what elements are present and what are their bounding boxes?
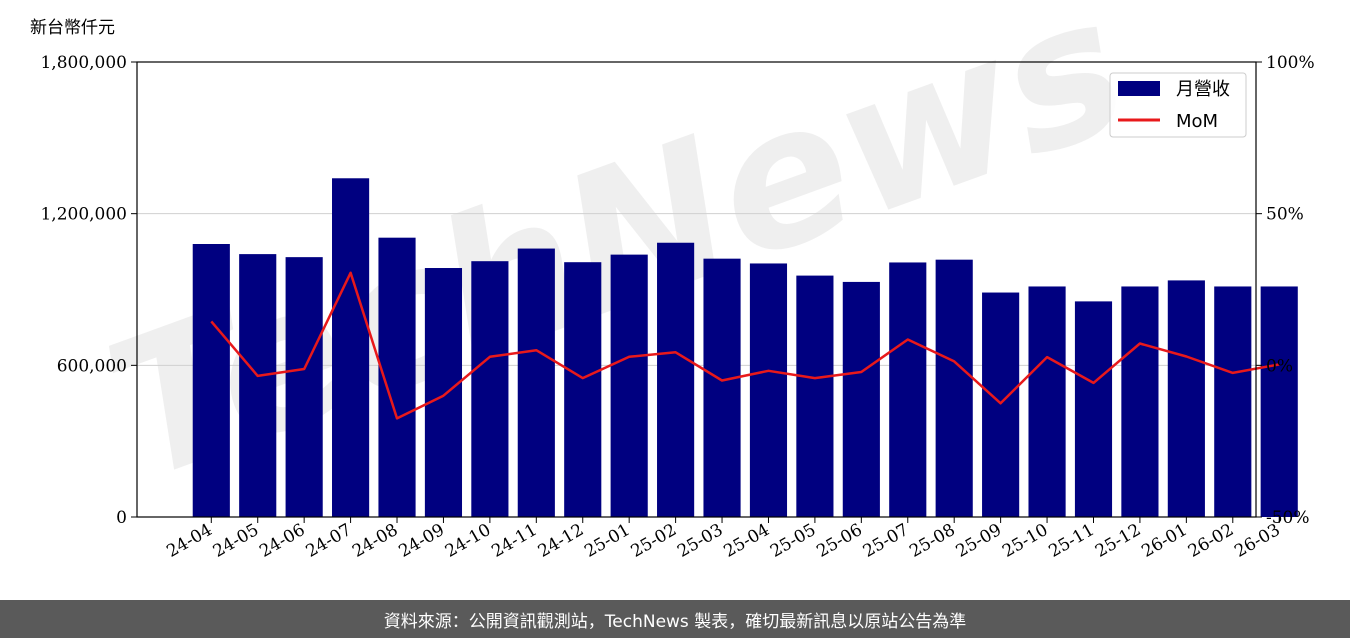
footer-source-note: 資料來源：公開資訊觀測站，TechNews 製表，確切最新訊息以原站公告為準: [0, 600, 1350, 638]
x-tick-label: 25-08: [906, 520, 958, 562]
legend: 月營收 MoM: [1109, 72, 1247, 138]
bar-25-03: [703, 258, 741, 517]
bar-25-04: [749, 263, 788, 517]
bar-26-02: [1214, 286, 1252, 517]
bar-24-05: [239, 254, 277, 517]
left-y-axis: 0 600,000 1,200,000 1,800,000: [40, 53, 137, 528]
x-tick-label: 24-11: [488, 520, 540, 562]
bar-25-07: [889, 262, 927, 517]
bar-24-07: [332, 178, 370, 517]
x-tick-label: 24-04: [163, 520, 215, 562]
left-tick-label: 1,800,000: [40, 53, 127, 73]
x-tick-label: 26-01: [1138, 520, 1190, 562]
x-tick-label: 25-07: [860, 520, 912, 562]
right-tick-label: 100%: [1266, 53, 1315, 73]
bar-24-10: [471, 261, 509, 517]
bar-24-12: [564, 262, 602, 517]
left-tick-label: 600,000: [57, 356, 127, 376]
x-tick-label: 25-04: [721, 520, 773, 562]
bar-25-09: [982, 292, 1020, 517]
bar-25-10: [1028, 286, 1066, 517]
right-tick-label: 0%: [1266, 356, 1293, 376]
x-tick-label: 24-06: [256, 520, 308, 562]
x-tick-label: 24-07: [303, 520, 355, 562]
x-tick-label: 25-01: [581, 520, 633, 562]
x-tick-label: 25-09: [953, 520, 1005, 562]
x-tick-label: 25-10: [999, 520, 1051, 562]
line-series: [210, 271, 1280, 420]
bar-25-02: [657, 242, 695, 517]
x-tick-label: 25-03: [674, 520, 726, 562]
legend-swatch-bar: [1118, 81, 1160, 96]
unit-label: 新台幣仟元: [30, 18, 115, 38]
bar-25-06: [842, 281, 880, 517]
x-tick-label: 24-08: [349, 520, 401, 562]
legend-label-bar: 月營收: [1176, 79, 1230, 100]
left-tick-label: 1,200,000: [40, 205, 127, 225]
left-tick-label: 0: [116, 508, 127, 528]
right-y-axis: -50% 0% 50% 100%: [1256, 53, 1315, 528]
bar-25-08: [935, 259, 973, 517]
mom-line: [210, 271, 1280, 420]
bar-24-11: [517, 248, 555, 518]
x-tick-label: 25-02: [628, 520, 680, 562]
bar-24-06: [285, 257, 323, 517]
bar-25-01: [610, 254, 648, 517]
x-tick-label: 25-05: [767, 520, 819, 562]
bar-25-05: [796, 275, 834, 517]
right-tick-label: 50%: [1266, 205, 1304, 225]
x-axis: 24-0424-0524-0624-0724-0824-0924-1024-11…: [163, 517, 1284, 562]
x-tick-label: 24-09: [395, 520, 447, 562]
plot-frame: [136, 61, 1257, 518]
x-tick-label: 25-11: [1046, 520, 1098, 562]
x-tick-label: 26-02: [1185, 520, 1237, 562]
bar-series: [192, 178, 1298, 518]
x-tick-label: 24-10: [442, 520, 494, 562]
x-tick-label: 25-12: [1092, 520, 1144, 562]
x-tick-label: 24-05: [210, 520, 262, 562]
right-tick-label: -50%: [1266, 508, 1310, 528]
bar-26-03: [1260, 286, 1298, 517]
x-tick-label: 26-03: [1231, 520, 1283, 562]
bar-24-04: [192, 244, 230, 517]
x-tick-label: 25-06: [813, 520, 865, 562]
bar-26-01: [1167, 280, 1205, 517]
bar-25-12: [1121, 286, 1159, 517]
bar-24-09: [424, 268, 463, 517]
legend-label-line: MoM: [1176, 111, 1218, 132]
bar-25-11: [1074, 301, 1113, 517]
x-tick-label: 24-12: [535, 520, 587, 562]
